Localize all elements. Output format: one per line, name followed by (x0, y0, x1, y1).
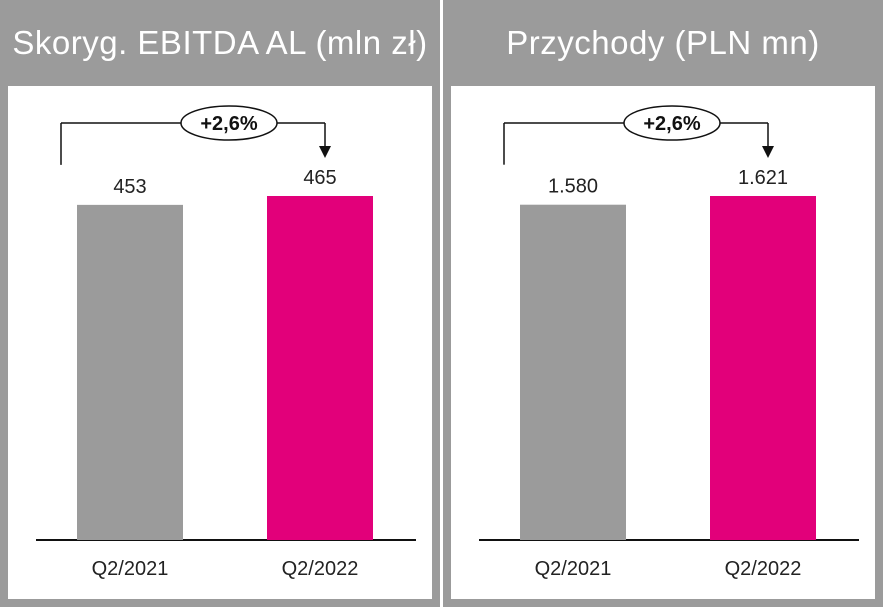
bar (710, 196, 816, 540)
bar (77, 204, 183, 540)
plot-area: 453 Q2/2021 465 Q2/2022 +2,6% (8, 86, 432, 599)
chart-svg: 1.580 Q2/2021 1.621 Q2/2022 +2,6% (479, 105, 859, 580)
tick-label: Q2/2021 (92, 558, 169, 580)
arrow-head (319, 146, 331, 158)
data-label: 465 (303, 167, 336, 189)
bar (520, 204, 626, 540)
change-badge (180, 105, 278, 141)
tick-label: Q2/2022 (282, 558, 359, 580)
chart-title: Skoryg. EBITDA AL (mln zł) (12, 24, 428, 61)
data-label: 1.621 (738, 167, 788, 189)
plot-area: 1.580 Q2/2021 1.621 Q2/2022 +2,6% (451, 86, 875, 599)
bar (267, 196, 373, 540)
arrow-head (762, 146, 774, 158)
change-label: +2,6% (643, 113, 700, 135)
data-label: 1.580 (548, 176, 598, 198)
tick-label: Q2/2022 (725, 558, 802, 580)
chart-svg: 453 Q2/2021 465 Q2/2022 +2,6% (36, 105, 416, 580)
data-label: 453 (113, 176, 146, 198)
change-label: +2,6% (200, 113, 257, 135)
chart-title: Przychody (PLN mn) (506, 24, 820, 61)
tick-label: Q2/2021 (535, 558, 612, 580)
change-badge (623, 105, 721, 141)
chart-panel-ebitda: Skoryg. EBITDA AL (mln zł) 453 Q2/2021 465… (0, 0, 440, 607)
chart-panel-revenue: Przychody (PLN mn) 1.580 Q2/2021 1.621 Q2/2… (443, 0, 883, 607)
